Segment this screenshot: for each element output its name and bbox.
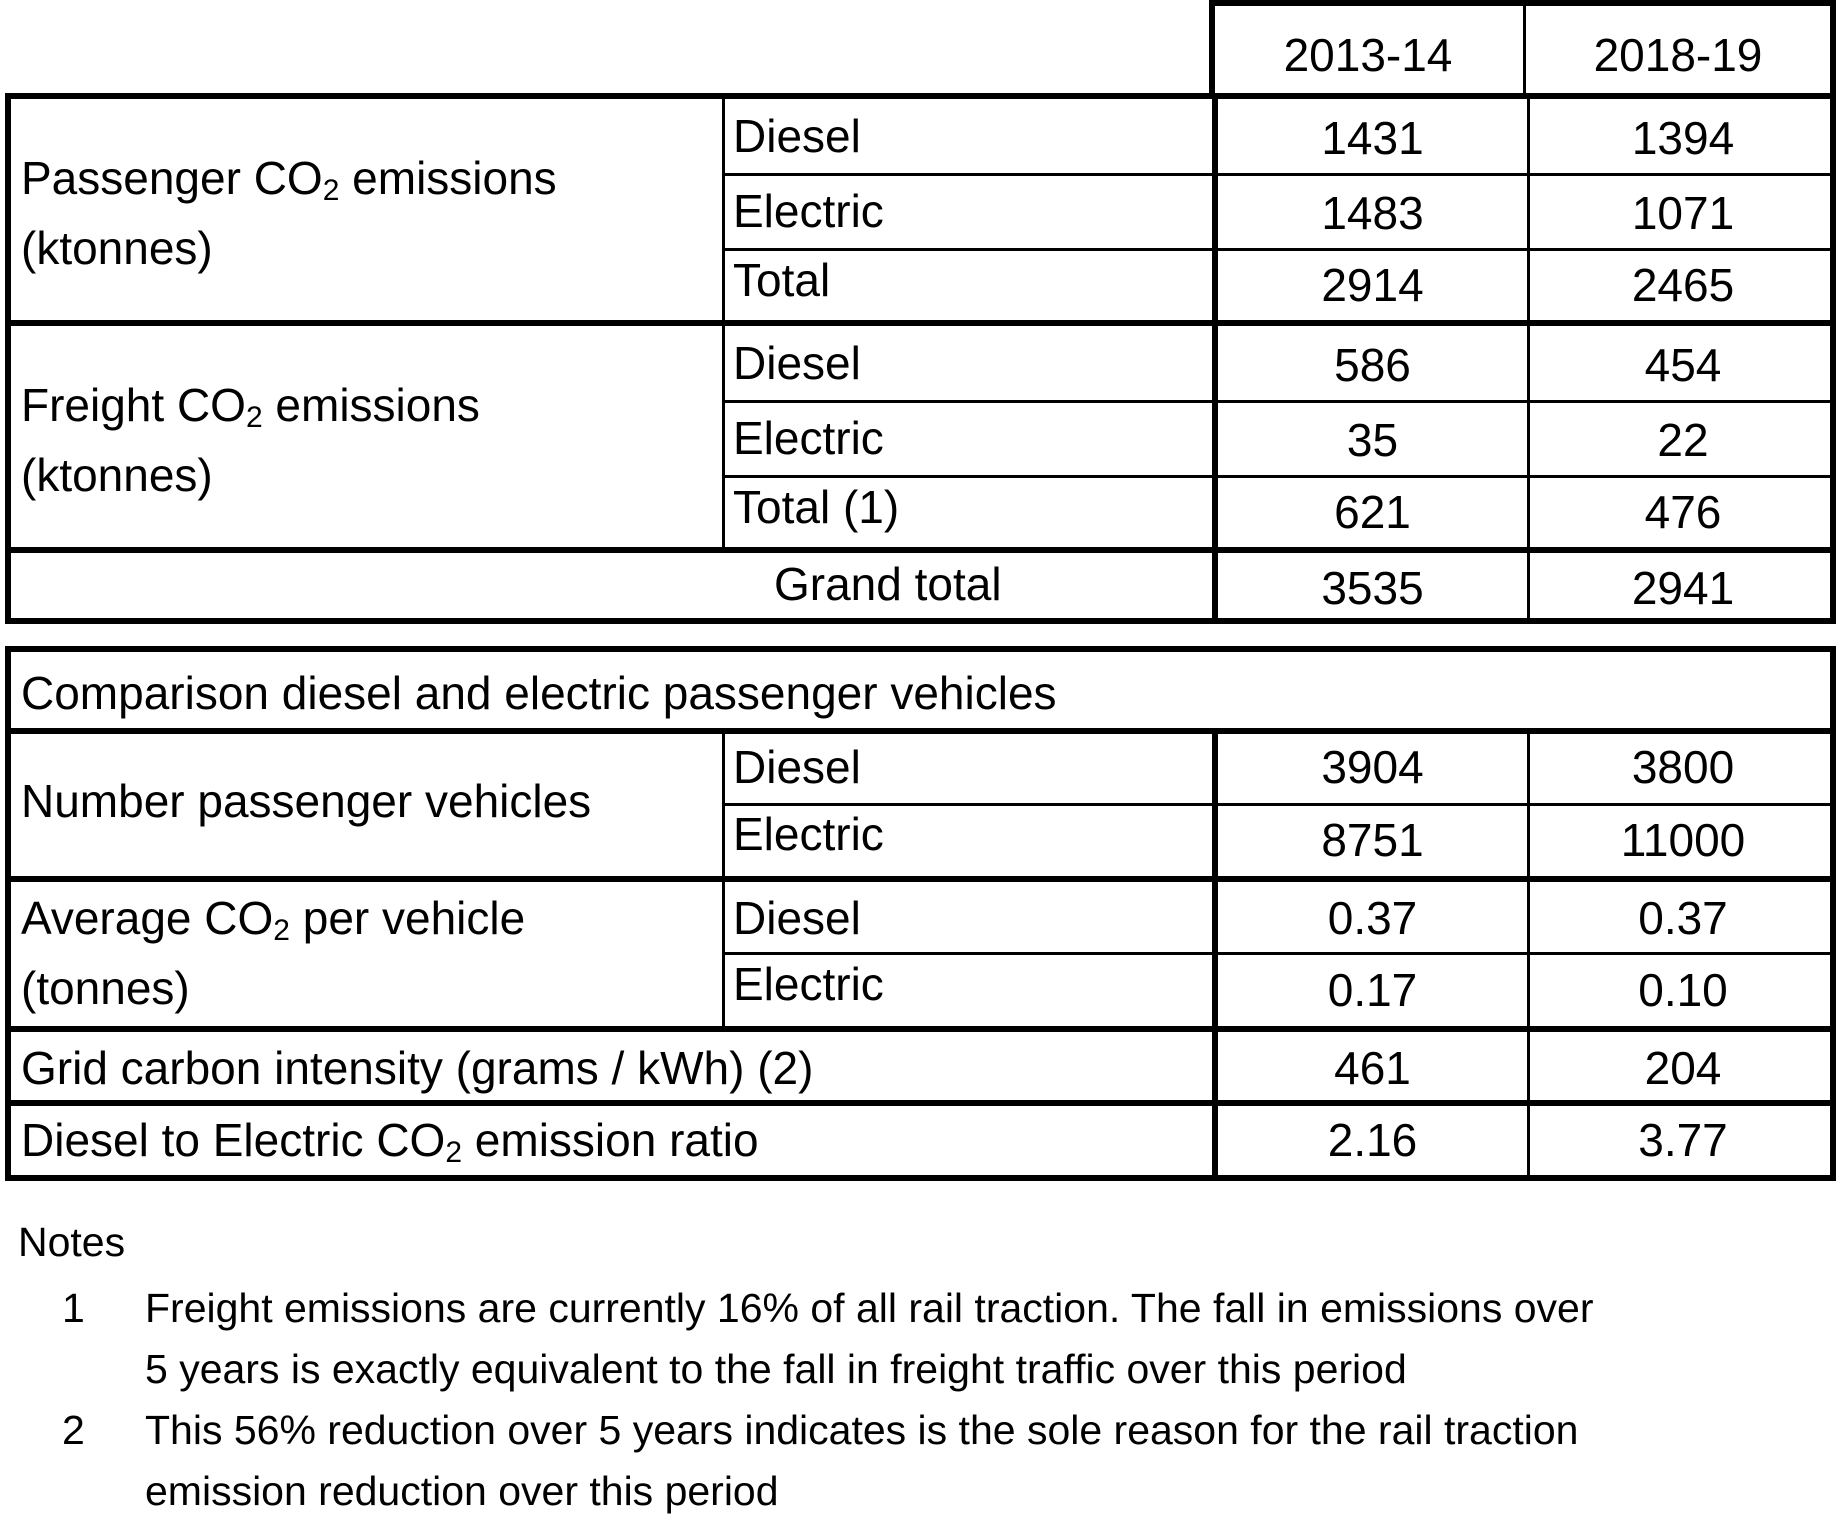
divider [11, 876, 1836, 882]
freight-label: Freight CO2 emissions [21, 379, 480, 434]
passenger-electric-2018: 1071 [1631, 187, 1735, 239]
header-2013-14: 2013-14 [1283, 29, 1453, 81]
comparison-title: Comparison diesel and electric passenger… [21, 667, 1057, 719]
number-vehicles-label: Number passenger vehicles [21, 775, 592, 827]
number-diesel-label: Diesel [733, 741, 861, 793]
average-diesel-2013: 0.37 [1327, 892, 1418, 944]
freight-diesel-label: Diesel [733, 337, 861, 389]
note-text-line: Freight emissions are currently 16% of a… [145, 1285, 1594, 1331]
grand-total-2013: 3535 [1321, 562, 1424, 614]
grand-total-2018: 2941 [1631, 562, 1735, 614]
divider [1212, 99, 1218, 618]
divider [11, 1100, 1836, 1106]
grid-intensity-label: Grid carbon intensity (grams / kWh) (2) [21, 1042, 814, 1094]
ratio-2018: 3.77 [1638, 1114, 1728, 1166]
freight-electric-2013: 35 [1346, 414, 1399, 466]
freight-total-label: Total (1) [733, 481, 900, 533]
divider [1212, 728, 1218, 1175]
freight-total-2013: 621 [1334, 486, 1411, 538]
average-electric-label: Electric [733, 958, 884, 1010]
grid-intensity-2018: 204 [1644, 1042, 1722, 1094]
divider [1523, 6, 1526, 102]
average-diesel-2018: 0.37 [1638, 892, 1728, 944]
average-diesel-label: Diesel [733, 892, 861, 944]
ratio-label: Diesel to Electric CO2 emission ratio [21, 1114, 759, 1169]
passenger-unit: (ktonnes) [21, 222, 213, 274]
freight-diesel-2018: 454 [1644, 339, 1722, 391]
passenger-diesel-label: Diesel [733, 110, 861, 162]
divider [11, 1026, 1836, 1032]
divider [1527, 99, 1530, 618]
divider [722, 952, 1836, 955]
number-electric-2018: 11000 [1620, 814, 1746, 866]
number-diesel-2013: 3904 [1321, 741, 1424, 793]
divider [11, 547, 1836, 553]
grid-intensity-2013: 461 [1334, 1042, 1411, 1094]
emissions-table: Passenger CO2 emissions (ktonnes) Diesel… [5, 93, 1836, 624]
notes-title: Notes [18, 1219, 126, 1265]
freight-electric-2018: 22 [1657, 414, 1709, 466]
number-diesel-2018: 3800 [1631, 741, 1735, 793]
note-text-line: 5 years is exactly equivalent to the fal… [145, 1346, 1407, 1392]
passenger-total-2013: 2914 [1321, 259, 1424, 311]
divider [722, 803, 1836, 806]
passenger-diesel-2013: 1431 [1321, 112, 1424, 164]
number-electric-2013: 8751 [1321, 814, 1424, 866]
ratio-2013: 2.16 [1327, 1114, 1418, 1166]
header-2018-19: 2018-19 [1593, 29, 1763, 81]
year-header: 2013-14 2018-19 [1209, 0, 1836, 102]
number-electric-label: Electric [733, 808, 884, 860]
divider [11, 320, 1836, 326]
average-electric-2013: 0.17 [1327, 964, 1418, 1016]
divider [11, 728, 1836, 734]
comparison-table: Comparison diesel and electric passenger… [5, 646, 1836, 1181]
freight-unit: (ktonnes) [21, 449, 213, 501]
divider [722, 248, 1836, 251]
divider [722, 400, 1836, 403]
divider [722, 475, 1836, 478]
freight-diesel-2013: 586 [1334, 339, 1411, 391]
average-co2-label: Average CO2 per vehicle [21, 892, 526, 947]
passenger-total-2018: 2465 [1631, 259, 1735, 311]
note-number: 2 [62, 1407, 85, 1453]
passenger-electric-label: Electric [733, 185, 884, 237]
passenger-diesel-2018: 1394 [1631, 112, 1735, 164]
note-text-line: emission reduction over this period [145, 1468, 779, 1514]
passenger-label: Passenger CO2 emissions [21, 152, 557, 207]
average-electric-2018: 0.10 [1638, 964, 1728, 1016]
divider [1527, 728, 1530, 1175]
note-number: 1 [62, 1285, 85, 1331]
freight-electric-label: Electric [733, 412, 884, 464]
average-co2-unit: (tonnes) [21, 962, 190, 1014]
freight-total-2018: 476 [1644, 486, 1722, 538]
passenger-total-label: Total [733, 254, 831, 306]
note-text-line: This 56% reduction over 5 years indicate… [145, 1407, 1579, 1453]
grand-total-label: Grand total [774, 558, 1002, 610]
passenger-electric-2013: 1483 [1321, 187, 1424, 239]
divider [722, 173, 1836, 176]
